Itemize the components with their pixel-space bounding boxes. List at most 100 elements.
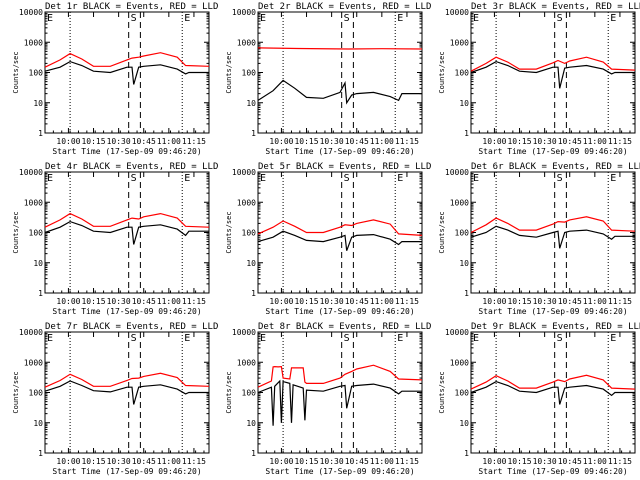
marker-e-left: E bbox=[260, 333, 266, 344]
x-axis-label: Start Time (17-Sep-09 09:46:20) bbox=[478, 147, 627, 156]
x-tick-label: 10:00 bbox=[482, 297, 506, 306]
marker-e-left: E bbox=[47, 173, 53, 184]
y-tick-label: 10 bbox=[459, 99, 469, 108]
x-tick-label: 11:15 bbox=[182, 297, 206, 306]
x-tick-label: 10:45 bbox=[345, 457, 369, 466]
marker-e-right: E bbox=[610, 333, 616, 344]
x-tick-label: 10:45 bbox=[132, 297, 156, 306]
y-tick-label: 10 bbox=[459, 419, 469, 428]
x-tick-label: 11:15 bbox=[182, 137, 206, 146]
x-tick-label: 10:00 bbox=[482, 137, 506, 146]
x-axis-label: Start Time (17-Sep-09 09:46:20) bbox=[52, 147, 201, 156]
y-tick-label: 100 bbox=[455, 69, 470, 78]
x-tick-label: 10:15 bbox=[507, 457, 531, 466]
series-line-lld bbox=[470, 56, 636, 72]
x-tick-label: 10:15 bbox=[507, 297, 531, 306]
x-axis-label: Start Time (17-Sep-09 09:46:20) bbox=[478, 307, 627, 316]
x-tick-label: 11:00 bbox=[370, 297, 394, 306]
x-tick-label: 10:15 bbox=[81, 297, 105, 306]
series-line-events bbox=[257, 379, 422, 426]
x-tick-label: 10:00 bbox=[482, 457, 506, 466]
chart-panel: Det 6r BLACK = Events, RED = LLD 1 10 100 10… bbox=[438, 162, 640, 316]
y-axis-label: Counts/sec bbox=[12, 371, 20, 413]
series-line-lld bbox=[257, 364, 423, 388]
chart-title: Det 5r BLACK = Events, RED = LLD bbox=[258, 162, 431, 172]
y-tick-label: 1000 bbox=[450, 38, 469, 47]
chart-title: Det 8r BLACK = Events, RED = LLD bbox=[258, 322, 431, 332]
y-axis-label: Counts/sec bbox=[225, 371, 233, 413]
y-tick-label: 1 bbox=[464, 449, 469, 458]
x-tick-label: 10:45 bbox=[345, 297, 369, 306]
y-tick-label: 10 bbox=[33, 99, 43, 108]
x-tick-label: 11:00 bbox=[157, 457, 181, 466]
x-tick-label: 10:45 bbox=[345, 137, 369, 146]
chart-title: Det 7r BLACK = Events, RED = LLD bbox=[45, 322, 218, 332]
y-axis-label: Counts/sec bbox=[225, 51, 233, 93]
x-axis-label: Start Time (17-Sep-09 09:46:20) bbox=[265, 307, 414, 316]
marker-e-left: E bbox=[473, 173, 479, 184]
marker-s: S bbox=[131, 173, 137, 184]
x-tick-label: 10:15 bbox=[294, 457, 318, 466]
plot-frame bbox=[44, 331, 210, 454]
y-axis-label: Counts/sec bbox=[438, 371, 446, 413]
y-axis-label: Counts/sec bbox=[225, 211, 233, 253]
marker-e-right: E bbox=[397, 13, 403, 24]
marker-e-left: E bbox=[47, 333, 53, 344]
series-line-events bbox=[470, 380, 635, 405]
series-line-lld bbox=[470, 216, 636, 234]
marker-s: S bbox=[557, 13, 563, 24]
x-tick-label: 10:30 bbox=[107, 137, 131, 146]
series-line-events bbox=[44, 220, 209, 245]
y-tick-label: 1000 bbox=[24, 198, 43, 207]
y-tick-label: 10 bbox=[459, 259, 469, 268]
x-tick-label: 10:15 bbox=[81, 137, 105, 146]
x-axis-label: Start Time (17-Sep-09 09:46:20) bbox=[478, 467, 627, 476]
y-tick-label: 10000 bbox=[445, 328, 469, 337]
chart-title: Det 3r BLACK = Events, RED = LLD bbox=[471, 2, 640, 12]
y-axis-label: Counts/sec bbox=[12, 211, 20, 253]
x-axis-label: Start Time (17-Sep-09 09:46:20) bbox=[265, 147, 414, 156]
x-tick-label: 10:30 bbox=[533, 457, 557, 466]
x-tick-label: 11:00 bbox=[583, 457, 607, 466]
y-tick-label: 1000 bbox=[450, 198, 469, 207]
chart-panel: Det 5r BLACK = Events, RED = LLD 1 10 100 10… bbox=[225, 162, 431, 316]
y-tick-label: 10000 bbox=[232, 328, 256, 337]
y-tick-label: 1 bbox=[38, 129, 43, 138]
y-tick-label: 100 bbox=[29, 69, 44, 78]
marker-e-right: E bbox=[184, 13, 190, 24]
x-tick-label: 11:00 bbox=[370, 137, 394, 146]
x-tick-label: 10:45 bbox=[132, 457, 156, 466]
x-tick-label: 10:30 bbox=[320, 457, 344, 466]
marker-e-left: E bbox=[260, 173, 266, 184]
chart-panel: Det 4r BLACK = Events, RED = LLD 1 10 100 10… bbox=[12, 162, 218, 316]
series-line-lld bbox=[257, 219, 423, 236]
x-tick-label: 10:30 bbox=[320, 137, 344, 146]
y-tick-label: 1000 bbox=[24, 38, 43, 47]
x-tick-label: 10:45 bbox=[558, 297, 582, 306]
x-axis-label: Start Time (17-Sep-09 09:46:20) bbox=[265, 467, 414, 476]
y-tick-label: 100 bbox=[242, 389, 257, 398]
x-tick-label: 11:15 bbox=[395, 457, 419, 466]
x-tick-label: 11:15 bbox=[608, 297, 632, 306]
x-tick-label: 10:15 bbox=[294, 137, 318, 146]
x-tick-label: 11:15 bbox=[182, 457, 206, 466]
series-line-events bbox=[257, 230, 422, 251]
marker-e-left: E bbox=[47, 13, 53, 24]
series-line-lld bbox=[44, 52, 210, 68]
x-tick-label: 10:45 bbox=[558, 457, 582, 466]
x-tick-label: 10:00 bbox=[56, 137, 80, 146]
chart-panel: Det 2r BLACK = Events, RED = LLD 1 10 100 10… bbox=[225, 2, 431, 156]
x-tick-label: 11:00 bbox=[583, 297, 607, 306]
marker-s: S bbox=[557, 333, 563, 344]
series-line-lld bbox=[470, 374, 636, 390]
chart-title: Det 4r BLACK = Events, RED = LLD bbox=[45, 162, 218, 172]
x-axis-label: Start Time (17-Sep-09 09:46:20) bbox=[52, 467, 201, 476]
series-line-events bbox=[44, 60, 209, 85]
chart-title: Det 6r BLACK = Events, RED = LLD bbox=[471, 162, 640, 172]
y-tick-label: 10000 bbox=[232, 168, 256, 177]
y-tick-label: 1000 bbox=[237, 38, 256, 47]
y-tick-label: 1000 bbox=[450, 358, 469, 367]
marker-e-left: E bbox=[260, 13, 266, 24]
y-tick-label: 1 bbox=[251, 289, 256, 298]
y-tick-label: 1000 bbox=[237, 358, 256, 367]
